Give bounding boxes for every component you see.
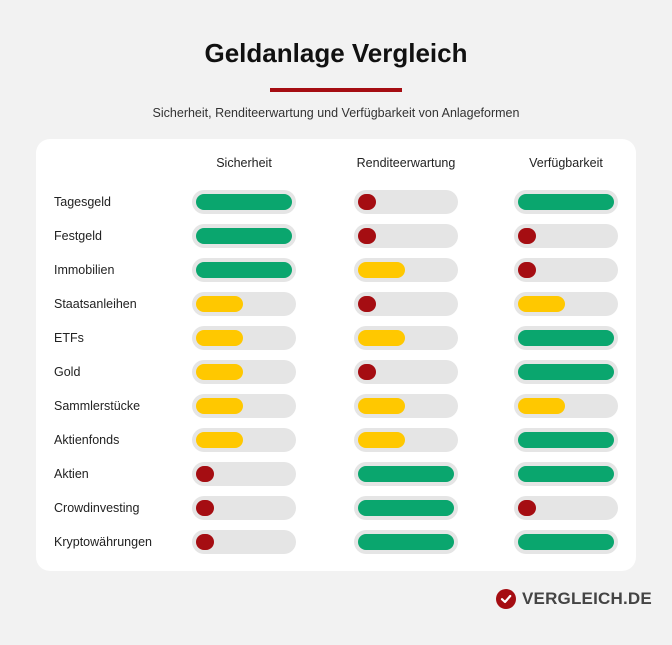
rating-bar (196, 432, 243, 448)
rating-bar (358, 228, 376, 244)
row-label: Kryptowährungen (54, 535, 152, 549)
rating-track (192, 462, 296, 486)
rating-track (514, 530, 618, 554)
rating-track (192, 326, 296, 350)
rating-track (514, 394, 618, 418)
title-underline (270, 88, 402, 92)
rating-bar (358, 262, 405, 278)
rating-bar (358, 296, 376, 312)
rating-track (354, 394, 458, 418)
rating-track (192, 360, 296, 384)
page-subtitle: Sicherheit, Renditeerwartung und Verfügb… (152, 106, 520, 120)
rating-bar (196, 330, 243, 346)
rating-bar (518, 194, 614, 210)
rating-bar (196, 500, 214, 516)
rating-bar (518, 228, 536, 244)
rating-track (192, 530, 296, 554)
brand-logo[interactable]: VERGLEICH.DE (496, 588, 652, 610)
rating-bar (196, 466, 214, 482)
page-title: Geldanlage Vergleich (204, 38, 468, 68)
rating-bar (358, 398, 405, 414)
row-label: Aktien (54, 467, 89, 481)
rating-track (514, 224, 618, 248)
rating-track (192, 496, 296, 520)
rating-bar (518, 534, 614, 550)
rating-track (192, 292, 296, 316)
rating-bar (518, 330, 614, 346)
rating-bar (196, 398, 243, 414)
rating-track (514, 462, 618, 486)
rating-bar (358, 364, 376, 380)
rating-track (514, 326, 618, 350)
rating-track (354, 462, 458, 486)
row-label: Gold (54, 365, 81, 379)
column-header: Verfügbarkeit (529, 156, 603, 170)
column-header: Sicherheit (216, 156, 272, 170)
brand-name: VERGLEICH.DE (522, 589, 652, 608)
row-label: Immobilien (54, 263, 115, 277)
column-header: Renditeerwartung (356, 156, 456, 170)
rating-bar (196, 194, 292, 210)
rating-track (514, 360, 618, 384)
rating-bar (518, 398, 565, 414)
rating-bar (518, 466, 614, 482)
rating-track (354, 190, 458, 214)
rating-bar (518, 262, 536, 278)
rating-track (192, 224, 296, 248)
rating-track (354, 530, 458, 554)
rating-track (354, 428, 458, 452)
rating-track (354, 360, 458, 384)
row-label: Sammlerstücke (54, 399, 141, 413)
rating-bar (358, 330, 405, 346)
rating-bar (518, 364, 614, 380)
row-label: Crowdinvesting (54, 501, 140, 515)
row-label: Tagesgeld (54, 195, 111, 209)
rating-bar (358, 500, 454, 516)
row-label: ETFs (54, 331, 84, 345)
rating-track (192, 394, 296, 418)
row-label: Staatsanleihen (54, 297, 137, 311)
rating-bar (358, 432, 405, 448)
rating-track (354, 258, 458, 282)
rating-track (192, 190, 296, 214)
rating-track (514, 258, 618, 282)
rating-track (354, 292, 458, 316)
rating-track (354, 224, 458, 248)
rating-bar (358, 534, 454, 550)
rating-track (514, 428, 618, 452)
rating-bar (196, 534, 214, 550)
rating-track (354, 496, 458, 520)
rating-bar (358, 194, 376, 210)
rating-track (514, 292, 618, 316)
rating-track (514, 190, 618, 214)
rating-bar (196, 296, 243, 312)
rating-track (192, 428, 296, 452)
rating-bar (518, 296, 565, 312)
rating-track (354, 326, 458, 350)
rating-track (514, 496, 618, 520)
rating-bar (196, 228, 292, 244)
rating-bar (196, 262, 292, 278)
row-label: Aktienfonds (54, 433, 120, 447)
checkmark-circle-icon (496, 589, 516, 609)
rating-bar (518, 500, 536, 516)
rating-bar (518, 432, 614, 448)
row-label: Festgeld (54, 229, 102, 243)
rating-bar (196, 364, 243, 380)
rating-track (192, 258, 296, 282)
rating-bar (358, 466, 454, 482)
